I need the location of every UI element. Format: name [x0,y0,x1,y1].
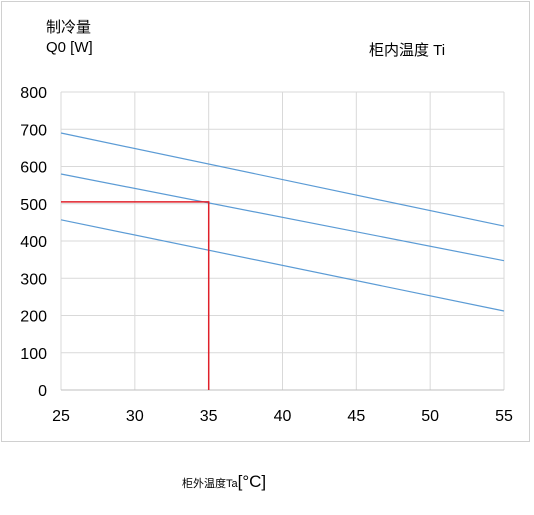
y-tick-label-4: 400 [20,234,47,251]
x-tick-label-5: 50 [421,408,439,425]
x-tick-label-0: 25 [52,408,70,425]
x-tick-label-1: 30 [126,408,144,425]
x-axis-title-name: 柜外温度Ta [182,478,238,490]
x-axis-title-unit: [°C] [237,472,267,491]
y-tick-label-5: 500 [20,197,47,214]
series-line-2 [60,173,505,262]
series-line-1 [60,132,505,227]
y-tick-label-0: 0 [38,383,47,400]
y-axis-title-line1: 制冷量 [46,19,92,36]
chart-frame [1,1,530,442]
series-line-3 [60,219,505,312]
x-tick-label-4: 45 [347,408,365,425]
legend-title: 柜内温度 Ti [369,42,446,59]
reference-line-1 [61,201,210,390]
y-tick-label-1: 100 [20,346,47,363]
x-tick-label-3: 40 [274,408,292,425]
x-tick-label-2: 35 [200,408,218,425]
y-tick-label-7: 700 [20,122,47,139]
y-tick-label-8: 800 [20,85,47,102]
y-tick-label-2: 200 [20,309,47,326]
y-tick-label-6: 600 [20,160,47,177]
y-tick-label-3: 300 [20,271,47,288]
x-axis-title: 柜外温度Ta[°C] [182,472,266,492]
x-tick-label-6: 55 [495,408,513,425]
y-axis-title-line2: Q0 [W] [46,39,93,56]
